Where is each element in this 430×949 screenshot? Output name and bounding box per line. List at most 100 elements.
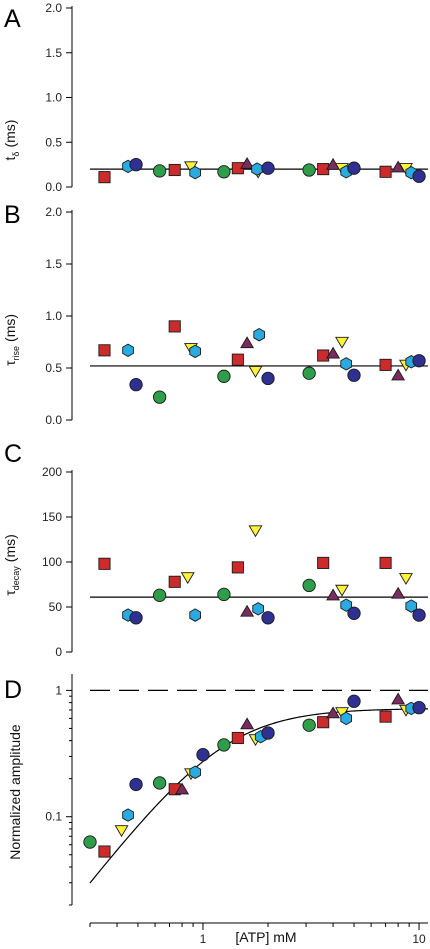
- panel-a-marker-green: [217, 165, 231, 179]
- panel-c-marker-red: [379, 556, 392, 569]
- panel-b-marker-cyan: [122, 343, 134, 358]
- panel-c-marker-red: [168, 575, 181, 588]
- x-tick-label: 10: [412, 932, 426, 946]
- panel-d-marker-green: [217, 738, 231, 752]
- panel-d-marker-blue: [196, 747, 210, 762]
- panel-b-ylabel: τrise(ms): [2, 314, 21, 366]
- panel-d-yticks: 0.11: [45, 674, 73, 906]
- panel-a-marker-purple: [240, 156, 255, 169]
- panel-b-marker-blue: [261, 371, 275, 386]
- panel-a-marker-blue: [347, 161, 361, 175]
- panel-d-marker-green: [302, 718, 316, 732]
- panel-b-marker-blue: [412, 354, 426, 368]
- panel-a-marker-green: [152, 164, 167, 178]
- panel-d-ytick-label: 1: [55, 683, 62, 697]
- panel-c-marker-purple: [326, 588, 341, 601]
- panel-letter-c: C: [4, 440, 22, 468]
- panel-d-markers: [83, 692, 426, 858]
- panel-b-marker-red: [98, 344, 111, 357]
- panel-d-hill-fit-curve: [89, 708, 429, 884]
- panel-d-marker-blue: [261, 726, 275, 740]
- panel-d-marker-purple: [240, 717, 255, 730]
- panel-d-marker-purple: [175, 782, 190, 795]
- panel-b-ytick-label: 2.0: [45, 205, 62, 219]
- panel-b-yticks: 0.0 0.5 1.0 1.5 2.0: [45, 205, 73, 427]
- panel-a: A tδ(ms) 0.0 0.5 1.0 1.5 2.0: [2, 1, 428, 194]
- panel-c-marker-yellow: [180, 572, 195, 585]
- panel-d-marker-green: [152, 776, 167, 790]
- x-axis: 1 10: [89, 922, 428, 946]
- panel-b-marker-yellow: [335, 336, 350, 349]
- panel-c-markers: [98, 525, 426, 625]
- panel-b: B τrise(ms) 0.0 0.5 1.0 1.5 2.0: [2, 201, 428, 427]
- panel-b-marker-red: [317, 349, 330, 362]
- panel-c-ytick-label: 50: [49, 600, 63, 614]
- panel-a-marker-cyan: [189, 165, 201, 180]
- panel-d-reference-lines: [89, 689, 429, 884]
- panel-c-ylabel: τdecay(ms): [2, 534, 21, 596]
- panel-a-marker-cyan: [251, 162, 263, 176]
- panel-d-ytick-label: 0.1: [45, 810, 62, 824]
- panel-c-marker-blue: [347, 606, 361, 620]
- panel-a-yticks: 0.0 0.5 1.0 1.5 2.0: [45, 1, 73, 194]
- panel-b-marker-green: [302, 366, 316, 380]
- panel-c-marker-red: [317, 556, 330, 569]
- panel-c-ytick-label: 100: [42, 555, 62, 569]
- panel-d-marker-red: [379, 710, 392, 723]
- panel-b-ytick-label: 0.5: [45, 361, 62, 375]
- panel-b-marker-green: [217, 369, 231, 383]
- panel-a-markers: [98, 156, 426, 184]
- panel-d-marker-yellow: [114, 825, 129, 838]
- panel-b-marker-purple: [240, 336, 255, 349]
- panel-a-marker-red: [379, 165, 392, 178]
- panel-b-ytick-label: 1.0: [45, 309, 62, 323]
- panel-b-marker-purple: [391, 368, 406, 381]
- panel-c-marker-blue: [129, 611, 143, 625]
- panel-c-marker-purple: [391, 586, 406, 599]
- panel-b-marker-red: [379, 358, 392, 371]
- panel-a-ytick-label: 0.5: [45, 135, 62, 149]
- panel-a-marker-blue: [261, 161, 275, 175]
- panel-c-marker-yellow: [248, 525, 263, 538]
- panel-c-marker-blue: [261, 611, 275, 625]
- panel-c: C τdecay(ms) 0 50 100 150 200: [2, 440, 428, 659]
- panel-a-marker-blue: [129, 157, 143, 172]
- panel-b-marker-purple: [326, 346, 341, 359]
- panel-letter-a: A: [4, 5, 21, 33]
- panel-b-ytick-label: 1.5: [45, 257, 62, 271]
- panel-b-marker-red: [168, 320, 181, 333]
- panel-a-marker-blue: [412, 169, 426, 183]
- panel-b-marker-cyan: [340, 357, 353, 371]
- panel-c-marker-cyan: [405, 599, 418, 613]
- panel-a-marker-green: [302, 163, 316, 177]
- panel-b-marker-green: [152, 390, 167, 404]
- panel-d-marker-purple: [326, 706, 341, 719]
- x-tick-label: 1: [200, 932, 207, 946]
- panel-d-marker-purple: [391, 692, 406, 705]
- panel-d-marker-red: [317, 716, 330, 729]
- panel-letter-b: B: [4, 201, 21, 229]
- panel-c-marker-green: [302, 578, 316, 593]
- panel-d-marker-blue: [347, 694, 361, 708]
- panel-d-marker-red: [98, 845, 111, 858]
- panel-c-marker-green: [152, 588, 167, 602]
- panel-c-ytick-label: 200: [42, 465, 62, 479]
- panel-d-marker-blue: [129, 777, 143, 792]
- panel-b-markers: [98, 320, 426, 404]
- panel-c-ytick-label: 0: [55, 645, 62, 659]
- panel-c-marker-red: [231, 561, 244, 574]
- panel-c-marker-red: [98, 557, 111, 570]
- panel-c-marker-green: [217, 587, 231, 602]
- panel-a-ytick-label: 1.5: [45, 46, 62, 60]
- panel-b-ytick-label: 0.0: [45, 413, 62, 427]
- panel-a-ytick-label: 2.0: [45, 1, 62, 15]
- x-axis-label: [ATP] mM: [235, 929, 296, 945]
- panel-a-marker-red: [98, 171, 111, 184]
- panel-a-marker-red: [168, 163, 181, 177]
- panel-d: D Normalized amplitude 0.11: [4, 674, 429, 906]
- panel-d-marker-green: [83, 835, 97, 849]
- panel-d-ylabel: Normalized amplitude: [7, 724, 23, 860]
- panel-c-marker-blue: [412, 608, 426, 622]
- panel-c-marker-cyan: [189, 608, 201, 622]
